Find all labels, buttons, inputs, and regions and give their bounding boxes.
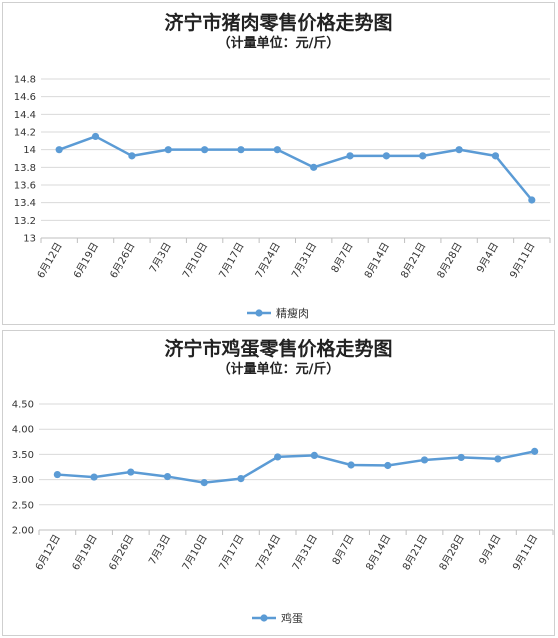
series-line xyxy=(58,135,533,201)
x-tick-label: 9月11日 xyxy=(507,241,537,281)
x-tick-label: 8月28日 xyxy=(435,241,465,281)
y-tick-label: 14.8 xyxy=(14,75,36,86)
x-tick-label: 7月17日 xyxy=(217,533,247,573)
legend-label: 精瘦肉 xyxy=(276,306,309,320)
x-tick-label: 7月3日 xyxy=(147,241,174,275)
data-point xyxy=(455,146,463,154)
x-tick-label: 8月7日 xyxy=(330,533,357,567)
y-tick-label: 14.4 xyxy=(14,110,36,121)
x-tick-label: 8月28日 xyxy=(437,533,467,573)
y-tick-label: 13 xyxy=(23,234,36,245)
data-point xyxy=(201,146,209,154)
data-point xyxy=(420,456,429,464)
egg-chart-plot: 2.00 2.50 3.00 3.50 4.00 4.50 6月12日 6月19日 6月26日 7… xyxy=(12,400,554,625)
x-tick-label: 8月14日 xyxy=(362,241,392,281)
data-point xyxy=(457,453,465,462)
x-tick-label: 6月19日 xyxy=(71,241,101,281)
data-point xyxy=(200,479,208,487)
data-point xyxy=(53,470,61,479)
x-tick-label: 8月21日 xyxy=(400,533,430,573)
data-point xyxy=(347,461,355,469)
y-tick-label: 13.8 xyxy=(14,163,36,174)
data-point xyxy=(273,146,281,154)
data-point xyxy=(164,146,172,154)
data-point xyxy=(90,473,98,481)
data-point xyxy=(491,152,500,160)
data-point xyxy=(494,455,502,463)
data-point xyxy=(55,146,63,154)
egg-price-chart-panel: 济宁市鸡蛋零售价格走势图 （计量单位：元/斤） 2.00 2.50 3.00 3.50… xyxy=(2,330,555,636)
x-tick-label: 8月21日 xyxy=(398,241,428,281)
data-point xyxy=(310,163,318,171)
y-tick-label: 14.2 xyxy=(14,128,36,139)
data-point xyxy=(274,453,282,461)
x-tick-label: 7月31日 xyxy=(289,241,319,281)
pork-chart-subtitle: （计量单位：元/斤） xyxy=(217,36,340,51)
data-point xyxy=(382,152,390,160)
x-tick-label: 7月24日 xyxy=(253,241,283,281)
data-point xyxy=(237,146,245,154)
data-point xyxy=(91,132,100,141)
x-tick-label: 7月31日 xyxy=(290,533,320,573)
y-tick-label: 3.00 xyxy=(12,475,34,486)
egg-chart-title: 济宁市鸡蛋零售价格走势图 xyxy=(164,338,393,360)
x-tick-label: 6月19日 xyxy=(70,533,100,573)
x-tick-label: 7月10日 xyxy=(180,241,210,281)
y-tick-label: 2.50 xyxy=(12,500,34,511)
y-tick-label: 14 xyxy=(23,145,36,156)
x-tick-label: 6月26日 xyxy=(106,533,136,573)
data-point xyxy=(531,447,539,455)
egg-chart-subtitle: （计量单位：元/斤） xyxy=(217,362,340,377)
y-tick-label: 13.4 xyxy=(14,198,36,209)
x-tick-label: 7月24日 xyxy=(253,533,283,573)
data-point xyxy=(419,152,427,160)
data-point xyxy=(310,451,318,460)
data-point xyxy=(346,152,354,160)
y-tick-label: 4.50 xyxy=(12,400,34,411)
x-tick-label: 9月4日 xyxy=(477,533,504,567)
pork-chart-title: 济宁市猪肉零售价格走势图 xyxy=(164,12,393,34)
x-tick-label: 7月17日 xyxy=(217,241,247,281)
y-tick-label: 13.2 xyxy=(14,216,36,227)
pork-chart-title-block: 济宁市猪肉零售价格走势图 （计量单位：元/斤） xyxy=(3,11,554,53)
y-tick-label: 14.6 xyxy=(14,92,36,103)
x-tick-label: 9月11日 xyxy=(510,533,540,573)
data-point xyxy=(384,461,392,470)
egg-chart-title-block: 济宁市鸡蛋零售价格走势图 （计量单位：元/斤） xyxy=(3,337,554,379)
pork-price-chart-panel: 济宁市猪肉零售价格走势图 （计量单位：元/斤） 13 13.2 13.4 13.6 13… xyxy=(2,2,555,325)
x-tick-label: 7月3日 xyxy=(146,533,173,567)
data-point xyxy=(128,152,136,160)
x-tick-label: 7月10日 xyxy=(180,533,210,573)
x-tick-label: 8月7日 xyxy=(329,241,356,275)
series-line xyxy=(57,450,535,484)
x-tick-label: 9月4日 xyxy=(474,241,501,275)
data-point xyxy=(237,474,245,483)
data-point xyxy=(528,196,536,204)
legend-label: 鸡蛋 xyxy=(281,611,303,625)
y-tick-label: 2.00 xyxy=(12,526,34,537)
y-tick-label: 3.50 xyxy=(12,450,34,461)
pork-chart-plot: 13 13.2 13.4 13.6 13.8 14 14.2 14.4 14.6 14.8 6月12… xyxy=(14,75,551,320)
legend-marker-icon xyxy=(260,614,268,622)
y-tick-label: 13.6 xyxy=(14,181,36,192)
legend-marker-icon xyxy=(255,309,263,317)
x-tick-label: 6月12日 xyxy=(35,241,65,281)
data-point xyxy=(127,468,135,476)
y-tick-label: 4.00 xyxy=(12,425,34,436)
x-tick-label: 6月26日 xyxy=(108,241,138,281)
x-tick-label: 8月14日 xyxy=(363,533,393,573)
data-point xyxy=(163,472,172,481)
x-tick-label: 6月12日 xyxy=(33,533,63,573)
